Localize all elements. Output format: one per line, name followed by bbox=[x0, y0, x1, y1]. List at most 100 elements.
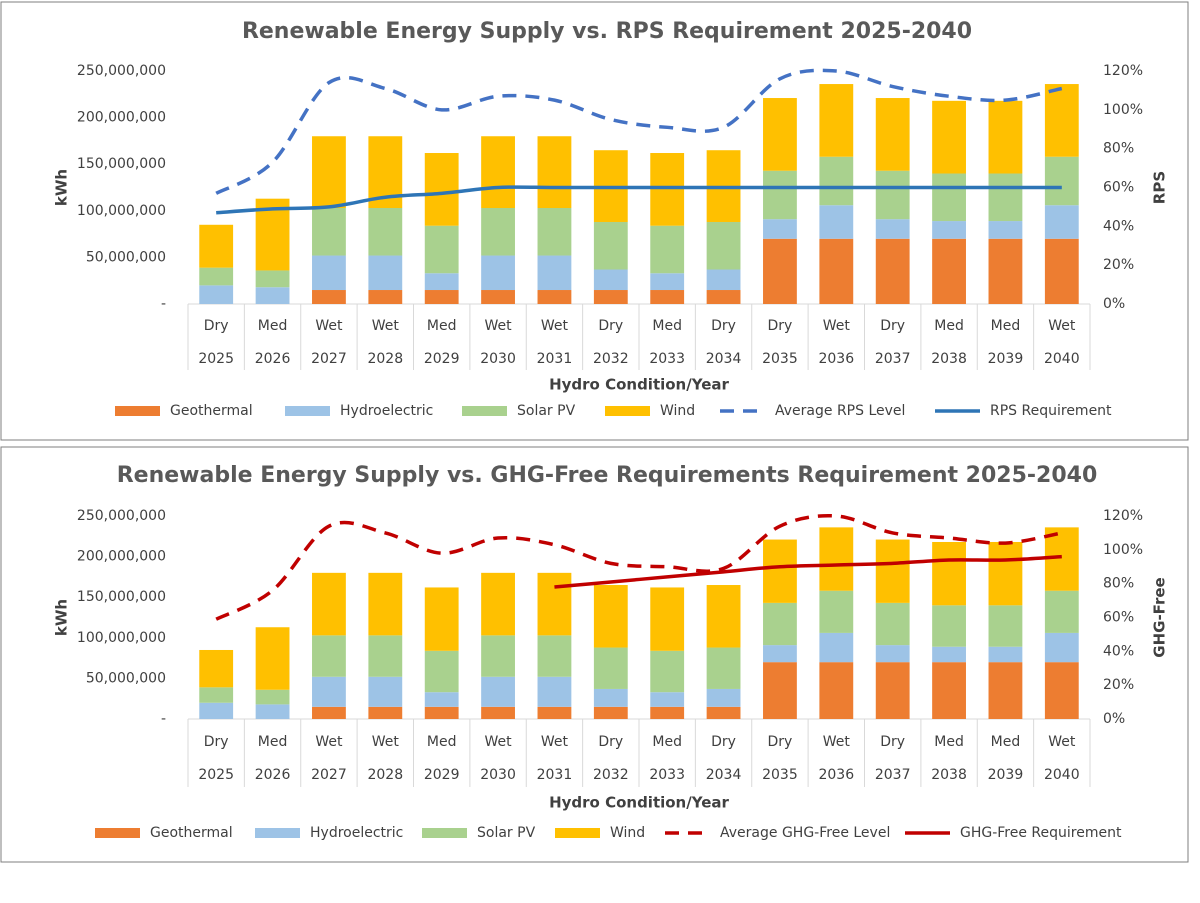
y2-axis-title: GHG-Free bbox=[1151, 577, 1169, 657]
chart-frame bbox=[0, 446, 1189, 863]
bar-segment bbox=[932, 238, 966, 304]
legend-label: Wind bbox=[660, 403, 695, 419]
bar-segment bbox=[255, 270, 290, 288]
bar-segment bbox=[819, 238, 854, 304]
bar-segment bbox=[537, 136, 572, 209]
x-tick-label: Wet bbox=[372, 734, 400, 750]
x-year-label: 2030 bbox=[480, 767, 516, 783]
bar-segment bbox=[593, 688, 628, 707]
bar-segment bbox=[593, 585, 628, 648]
bar-segment bbox=[424, 225, 459, 274]
x-year-label: 2025 bbox=[198, 351, 234, 367]
bar-segment bbox=[424, 290, 459, 304]
x-tick-label: Dry bbox=[711, 734, 736, 750]
x-tick-label: Med bbox=[652, 318, 682, 334]
bar-segment bbox=[706, 706, 741, 719]
bar-segment bbox=[481, 255, 515, 291]
x-year-label: 2028 bbox=[367, 767, 403, 783]
x-tick-label: Dry bbox=[768, 734, 793, 750]
y-tick-label: 150,000,000 bbox=[77, 589, 166, 605]
x-tick-label: Wet bbox=[485, 734, 513, 750]
x-year-label: 2031 bbox=[537, 351, 573, 367]
bar-segment bbox=[368, 706, 403, 719]
x-year-label: 2032 bbox=[593, 767, 629, 783]
bar-segment bbox=[312, 706, 346, 719]
bar-segment bbox=[368, 290, 403, 304]
bar-segment bbox=[593, 269, 628, 291]
bar-segment bbox=[650, 273, 685, 291]
bar-segment bbox=[875, 170, 910, 220]
x-year-label: 2027 bbox=[311, 351, 347, 367]
y2-tick-label: 60% bbox=[1103, 180, 1134, 196]
bar-segment bbox=[1044, 238, 1079, 304]
x-tick-label: Dry bbox=[204, 318, 229, 334]
x-tick-label: Wet bbox=[1048, 734, 1076, 750]
legend-label: Solar PV bbox=[517, 403, 576, 419]
x-tick-label: Dry bbox=[880, 318, 905, 334]
legend-label: Average GHG-Free Level bbox=[720, 825, 890, 841]
bar-segment bbox=[988, 238, 1023, 304]
bar-segment bbox=[368, 255, 403, 291]
x-tick-label: Wet bbox=[541, 734, 569, 750]
legend-label: Average RPS Level bbox=[775, 403, 905, 419]
bar-segment bbox=[1044, 84, 1079, 157]
x-tick-label: Med bbox=[258, 734, 288, 750]
x-tick-label: Wet bbox=[823, 318, 851, 334]
bar-segment bbox=[650, 650, 685, 693]
bar-segment bbox=[312, 136, 346, 209]
bar-segment bbox=[650, 225, 685, 274]
bar-segment bbox=[593, 647, 628, 689]
bar-segment bbox=[537, 706, 572, 719]
bar-segment bbox=[932, 646, 966, 663]
y-tick-label: 100,000,000 bbox=[77, 203, 166, 219]
x-year-label: 2039 bbox=[988, 351, 1024, 367]
bar-segment bbox=[199, 267, 234, 286]
x-year-label: 2034 bbox=[706, 767, 742, 783]
bar-segment bbox=[481, 136, 515, 209]
bar-segment bbox=[819, 205, 854, 239]
bar-segment bbox=[312, 208, 346, 256]
x-tick-label: Med bbox=[934, 734, 964, 750]
x-year-label: 2036 bbox=[818, 351, 854, 367]
y2-tick-label: 120% bbox=[1103, 63, 1143, 79]
bar-segment bbox=[875, 645, 910, 663]
x-tick-label: Med bbox=[991, 318, 1021, 334]
legend-swatch bbox=[95, 828, 140, 838]
x-tick-label: Dry bbox=[768, 318, 793, 334]
bar-segment bbox=[424, 692, 459, 707]
bar-segment bbox=[932, 173, 966, 222]
x-year-label: 2035 bbox=[762, 351, 798, 367]
bar-segment bbox=[932, 100, 966, 174]
x-year-label: 2028 bbox=[367, 351, 403, 367]
legend-swatch bbox=[115, 406, 160, 416]
y2-tick-label: 60% bbox=[1103, 610, 1134, 626]
bar-segment bbox=[932, 662, 966, 719]
bar-segment bbox=[255, 689, 290, 705]
x-year-label: 2026 bbox=[255, 767, 291, 783]
x-year-label: 2039 bbox=[988, 767, 1024, 783]
bar-segment bbox=[537, 572, 572, 636]
bar-segment bbox=[988, 541, 1023, 606]
x-year-label: 2038 bbox=[931, 767, 967, 783]
bar-segment bbox=[424, 273, 459, 291]
bar-segment bbox=[819, 662, 854, 719]
y2-tick-label: 20% bbox=[1103, 677, 1134, 693]
bar-segment bbox=[255, 704, 290, 719]
bar-segment bbox=[763, 539, 797, 603]
bar-segment bbox=[199, 702, 234, 719]
x-year-label: 2037 bbox=[875, 351, 911, 367]
x-tick-label: Med bbox=[934, 318, 964, 334]
bar-segment bbox=[199, 224, 234, 268]
bar-segment bbox=[424, 650, 459, 693]
chart-title: Renewable Energy Supply vs. GHG-Free Req… bbox=[117, 463, 1098, 488]
y2-tick-label: 40% bbox=[1103, 643, 1134, 659]
x-tick-label: Med bbox=[652, 734, 682, 750]
bar-segment bbox=[988, 100, 1023, 174]
bar-segment bbox=[706, 290, 741, 304]
bar-segment bbox=[1044, 590, 1079, 633]
bar-segment bbox=[312, 635, 346, 677]
x-year-label: 2032 bbox=[593, 351, 629, 367]
legend-swatch bbox=[255, 828, 300, 838]
x-year-label: 2038 bbox=[931, 351, 967, 367]
y2-tick-label: 20% bbox=[1103, 257, 1134, 273]
